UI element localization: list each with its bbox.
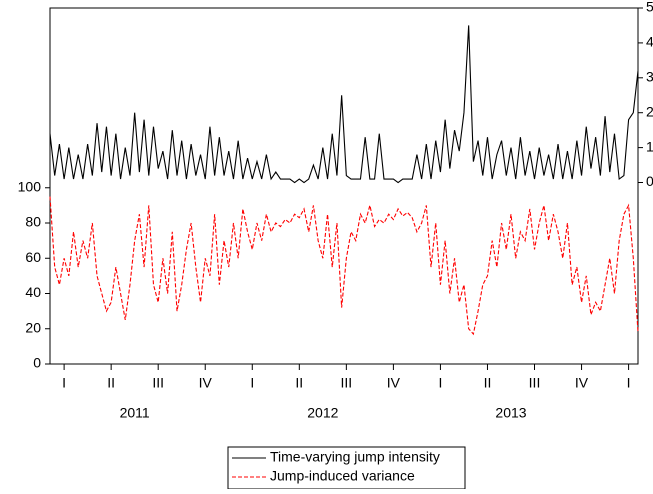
y-tick-label: 0 [33, 355, 41, 371]
x-tick-label: III [152, 375, 164, 391]
y2-tick-label: 0 [646, 173, 653, 189]
x-tick-label: I [62, 375, 66, 391]
series-line [49, 196, 639, 336]
y-tick-label: 80 [25, 214, 41, 230]
y2-tick-label: 1 [646, 138, 653, 154]
plot-frame [49, 7, 639, 365]
legend-box [227, 446, 466, 490]
y2-tick-label: 2 [646, 103, 653, 119]
y-tick-label: 20 [25, 319, 41, 335]
x-tick-label: IV [387, 375, 401, 391]
y-tick-label: 60 [25, 249, 41, 265]
x-tick-label: II [484, 375, 492, 391]
y-tick-label: 100 [18, 178, 42, 194]
x-tick-label: I [250, 375, 254, 391]
year-label: 2011 [120, 405, 150, 421]
x-tick-label: III [341, 375, 353, 391]
x-tick-label: IV [575, 375, 589, 391]
x-tick-label: II [295, 375, 303, 391]
y2-tick-label: 3 [646, 69, 653, 85]
x-tick-label: III [529, 375, 541, 391]
x-tick-label: I [438, 375, 442, 391]
x-tick-label: IV [199, 375, 213, 391]
x-tick-label: I [627, 375, 631, 391]
legend-label: Time-varying jump intensity [270, 449, 440, 465]
year-label: 2012 [307, 405, 338, 421]
x-tick-label: II [107, 375, 115, 391]
y2-tick-label: 5 [646, 0, 653, 15]
year-label: 2013 [495, 405, 526, 421]
y-tick-label: 40 [25, 284, 41, 300]
y2-tick-label: 4 [646, 34, 653, 50]
legend-label: Jump-induced variance [270, 468, 415, 484]
series-line [49, 25, 639, 184]
